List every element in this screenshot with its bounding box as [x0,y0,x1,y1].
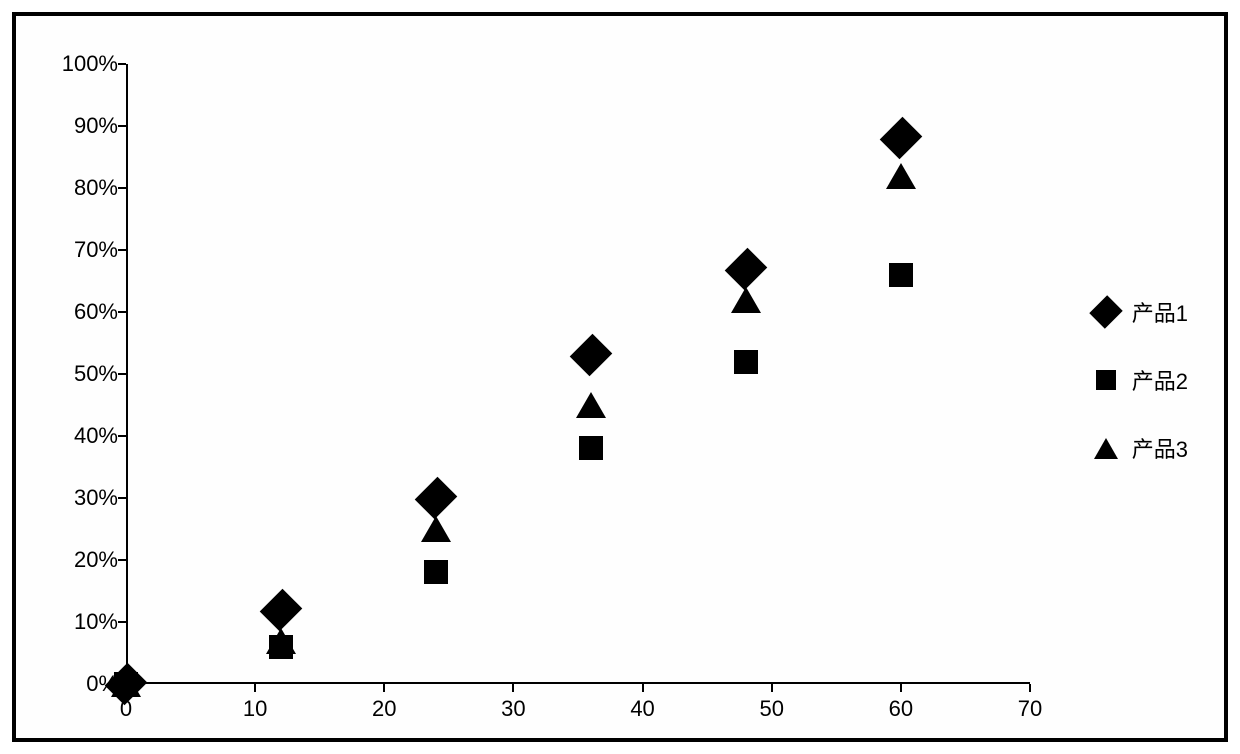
x-tick-label: 60 [889,696,913,722]
legend: 产品1 产品2 产品3 [1090,296,1188,464]
x-tick [254,684,256,692]
y-tick [118,63,126,65]
y-tick [118,497,126,499]
y-tick-label: 40% [38,423,118,449]
y-tick-label: 90% [38,113,118,139]
x-tick [771,684,773,692]
x-axis [126,682,1030,684]
y-tick [118,125,126,127]
x-tick-label: 40 [630,696,654,722]
legend-item-1: 产品1 [1090,296,1188,328]
data-point-square [889,263,913,287]
y-tick-label: 100% [38,51,118,77]
data-point-triangle [111,671,141,697]
y-tick [118,373,126,375]
plot-area: 0102030405060700%10%20%30%40%50%60%70%80… [126,64,1030,684]
data-point-triangle [886,163,916,189]
data-point-diamond [570,334,613,377]
data-point-triangle [266,628,296,654]
y-axis [126,64,128,684]
data-point-triangle [421,516,451,542]
y-tick [118,187,126,189]
x-tick [512,684,514,692]
data-point-square [734,350,758,374]
y-tick [118,435,126,437]
x-tick-label: 20 [372,696,396,722]
legend-item-2: 产品2 [1090,364,1188,396]
x-tick [642,684,644,692]
y-tick-label: 70% [38,237,118,263]
y-tick-label: 30% [38,485,118,511]
y-tick [118,559,126,561]
x-tick-label: 10 [243,696,267,722]
y-tick-label: 80% [38,175,118,201]
chart-frame: 0102030405060700%10%20%30%40%50%60%70%80… [12,12,1228,742]
square-icon [1090,364,1122,396]
y-tick-label: 60% [38,299,118,325]
chart-container: 0102030405060700%10%20%30%40%50%60%70%80… [16,16,1224,738]
x-tick-label: 50 [759,696,783,722]
x-tick [1029,684,1031,692]
data-point-triangle [576,392,606,418]
y-tick-label: 10% [38,609,118,635]
y-tick [118,311,126,313]
data-point-square [579,436,603,460]
x-tick-label: 30 [501,696,525,722]
data-point-diamond [725,247,768,290]
y-tick [118,249,126,251]
legend-label: 产品2 [1132,364,1188,396]
x-tick [900,684,902,692]
data-point-diamond [880,117,923,160]
x-tick [383,684,385,692]
data-point-square [424,560,448,584]
y-tick-label: 50% [38,361,118,387]
legend-label: 产品1 [1132,296,1188,328]
diamond-icon [1090,296,1122,328]
x-tick-label: 70 [1018,696,1042,722]
legend-item-3: 产品3 [1090,432,1188,464]
data-point-diamond [415,477,458,520]
triangle-icon [1090,432,1122,464]
y-tick [118,621,126,623]
legend-label: 产品3 [1132,432,1188,464]
data-point-triangle [731,287,761,313]
data-point-diamond [260,588,303,631]
y-tick-label: 20% [38,547,118,573]
